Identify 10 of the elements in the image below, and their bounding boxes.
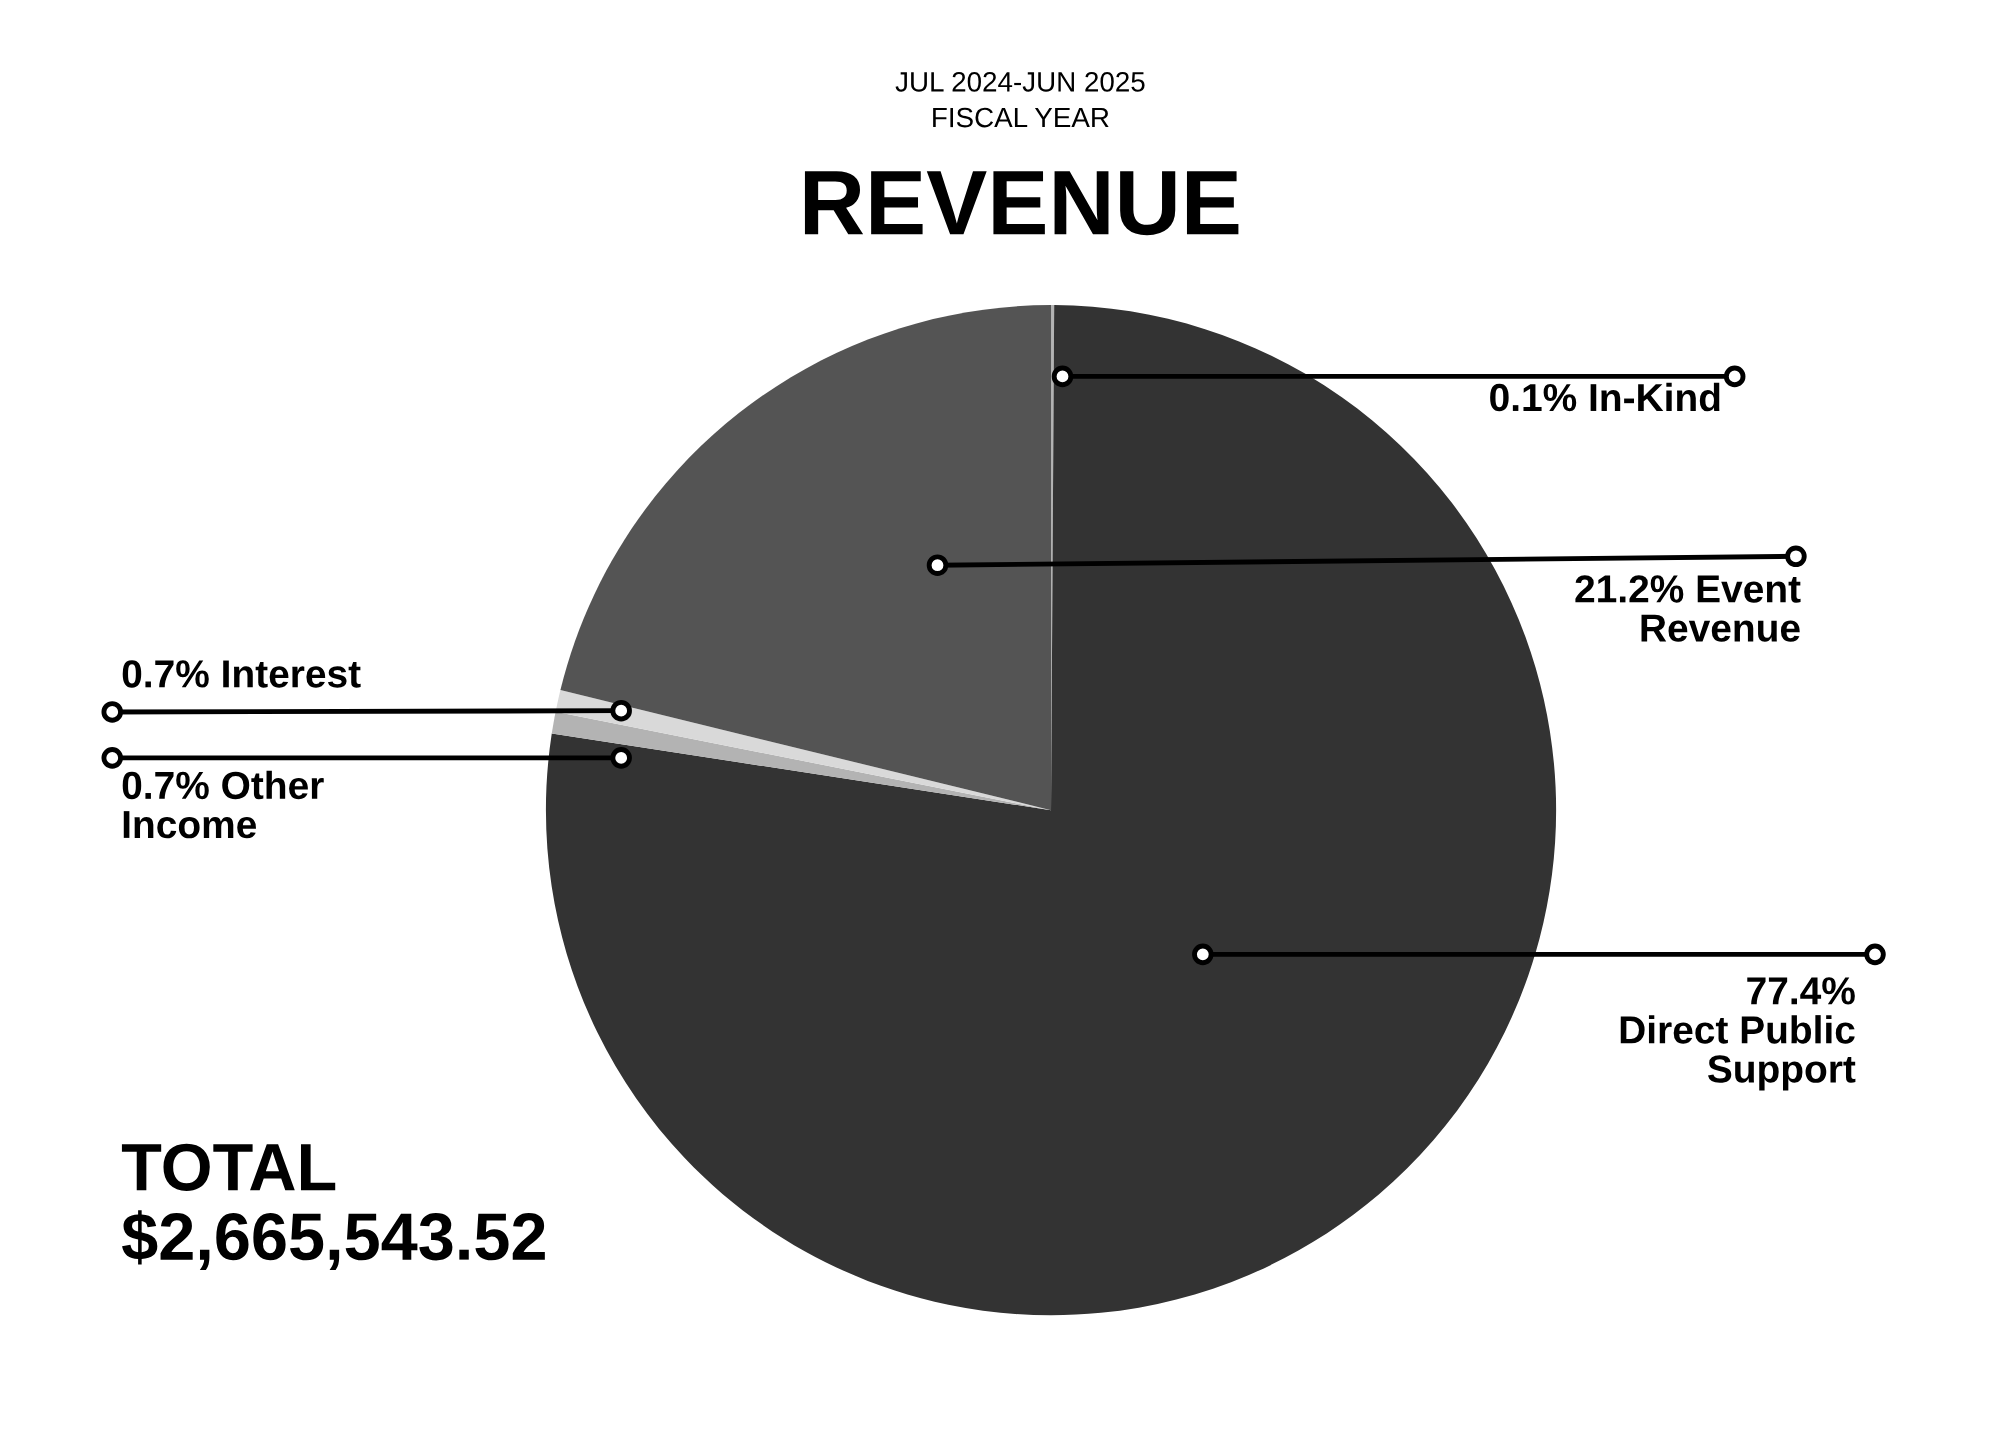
slice-label: 21.2% Event Revenue: [1575, 575, 1801, 642]
chart-title: REVENUE: [804, 171, 1239, 236]
pie-slice: [560, 305, 1052, 811]
slice-label: Direct Public Support: [1620, 1015, 1856, 1091]
data-label: 77.4%: [1747, 977, 1855, 1005]
slice-label: 0.7% Interest: [122, 660, 361, 688]
text: TOTAL $2,665,543.52: [121, 1143, 545, 1270]
slice-label: 0.1% In-Kind: [1490, 382, 1720, 412]
slice-label: 0.7% Other Income: [122, 770, 324, 839]
chart-subtitle: JUL 2024-JUN 2025 FISCAL YEAR: [895, 72, 1145, 128]
